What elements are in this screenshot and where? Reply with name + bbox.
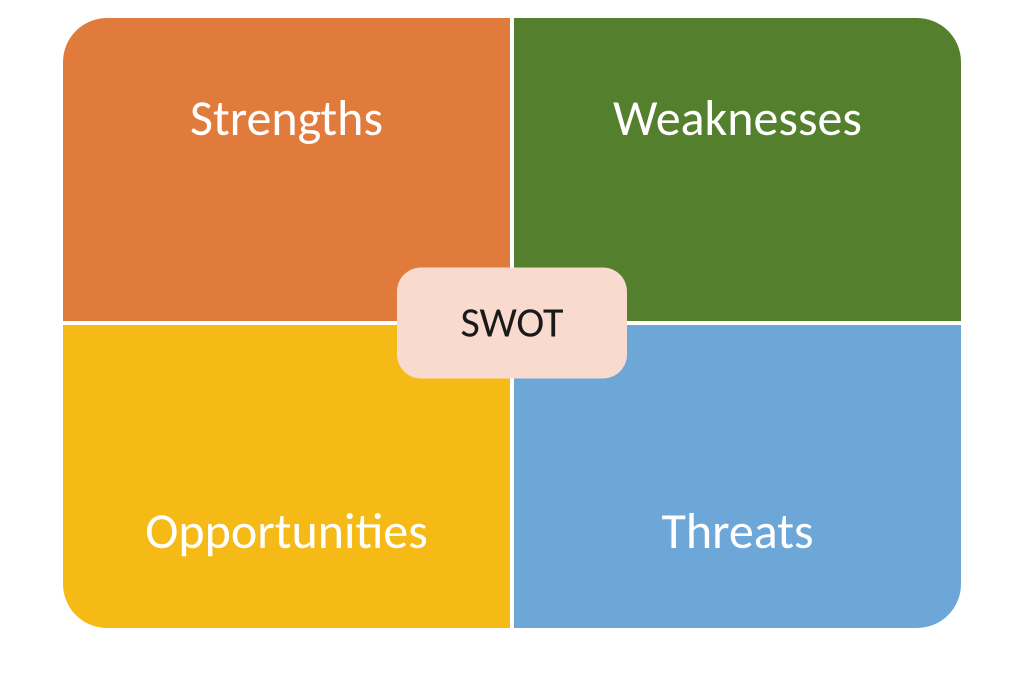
quadrant-label: Strengths <box>190 88 383 149</box>
quadrant-label: Weaknesses <box>613 88 862 149</box>
quadrant-label: Opportunities <box>145 501 428 562</box>
center-badge: SWOT <box>397 268 627 379</box>
swot-diagram: Strengths Weaknesses Opportunities Threa… <box>63 18 961 628</box>
center-label: SWOT <box>460 298 563 349</box>
quadrant-label: Threats <box>661 501 813 562</box>
